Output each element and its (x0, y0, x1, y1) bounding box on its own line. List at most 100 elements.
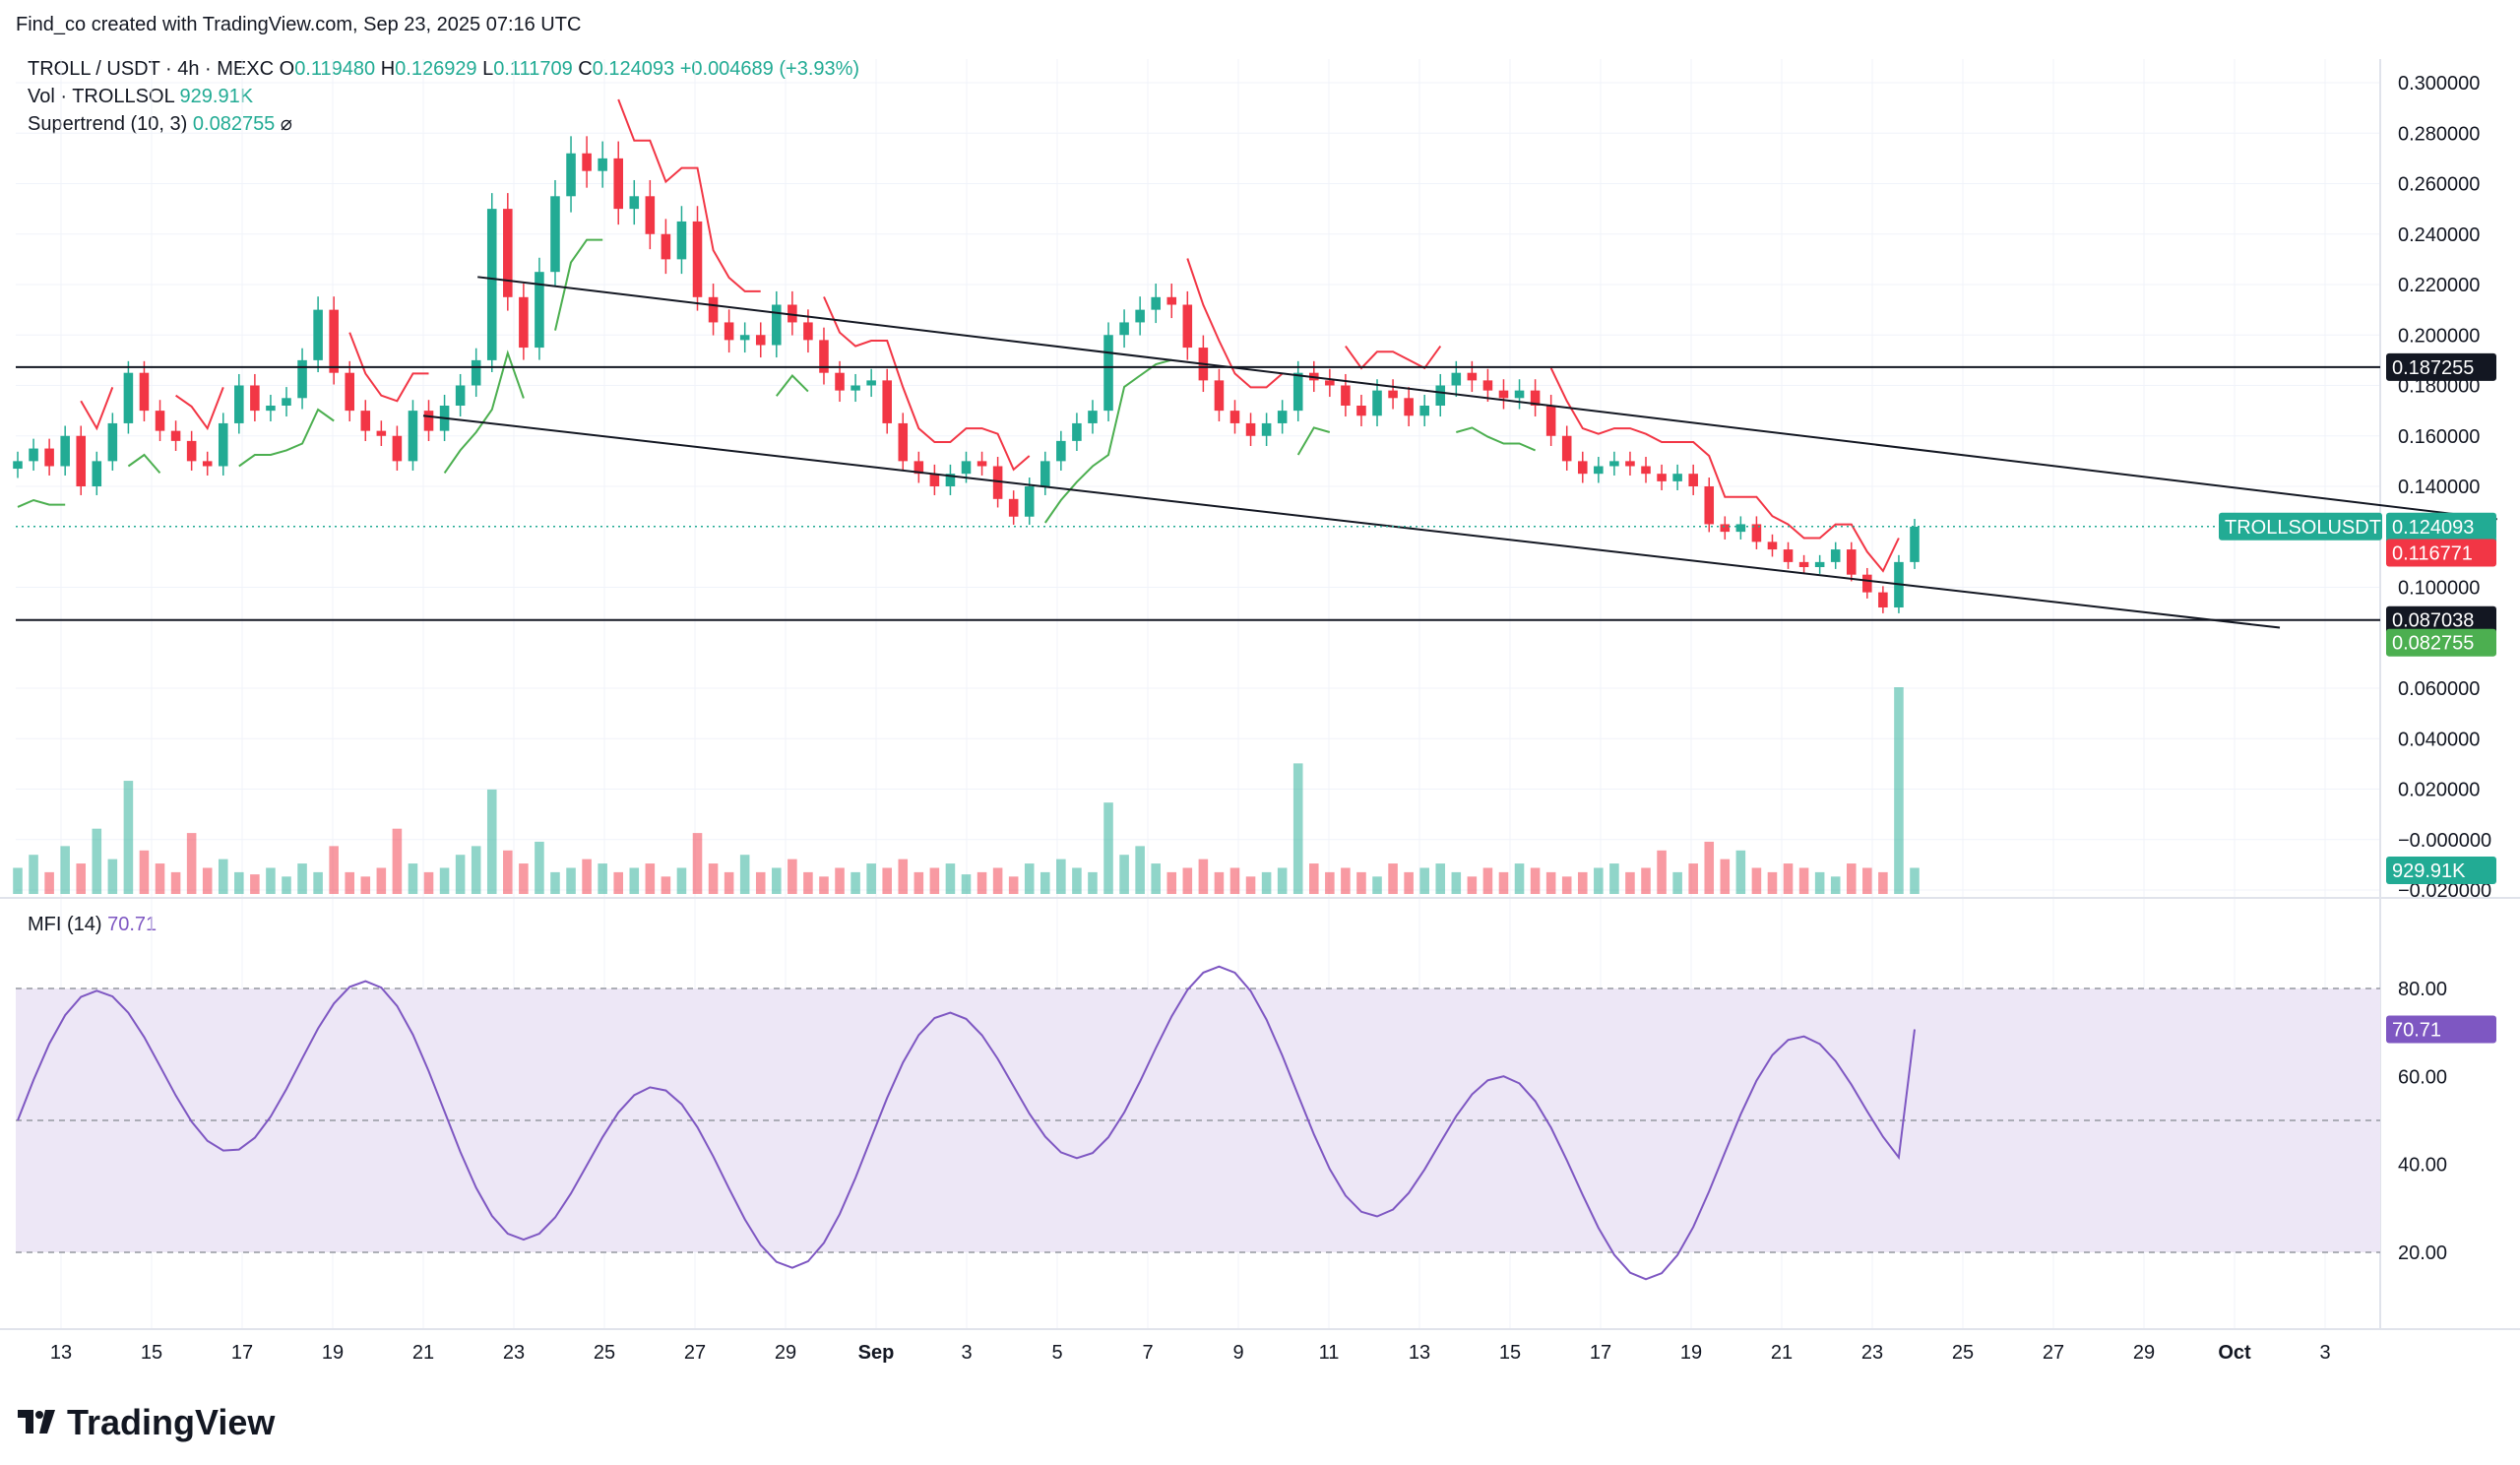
supertrend-label[interactable]: Supertrend (10, 3) (28, 113, 188, 135)
candle-body (1404, 398, 1414, 416)
candle-body (1008, 498, 1019, 517)
volume-bar (1814, 871, 1825, 894)
volume-bar (645, 863, 656, 894)
time-tick-label: 21 (1771, 1342, 1793, 1364)
candle-body (282, 398, 291, 406)
volume-bar (739, 855, 750, 894)
volume-bar (898, 859, 909, 894)
volume-bar (1530, 867, 1541, 894)
candle-body (1388, 390, 1398, 399)
volume-bar (1467, 876, 1478, 894)
candle-body (1341, 385, 1351, 406)
candle-body (945, 474, 956, 486)
tradingview-logo-icon (18, 1410, 55, 1433)
candle-body (107, 422, 118, 462)
candle-body (234, 385, 244, 423)
time-tick-label: 7 (1142, 1342, 1153, 1364)
chart-legend: TROLL / USDT · 4h · MEXC O0.119480 H0.12… (28, 55, 859, 138)
mfi-label[interactable]: MFI (14) (28, 914, 102, 935)
price-tick-label: 0.220000 (2398, 275, 2480, 296)
candle-body (486, 209, 497, 360)
tradingview-brand[interactable]: TradingView (18, 1402, 275, 1443)
channel-lower (422, 414, 2281, 629)
volume-bar (1704, 841, 1715, 894)
volume-bar (1356, 871, 1366, 894)
candle-body (1072, 422, 1082, 441)
volume-bar (345, 871, 355, 894)
time-tick-label: 15 (1499, 1342, 1521, 1364)
volume-bar (976, 871, 987, 894)
candle-body (170, 430, 181, 441)
candle-body (1577, 461, 1588, 475)
candle-body (1498, 390, 1509, 399)
volume-bar (1641, 867, 1651, 894)
mfi-tick-label: 80.00 (2398, 979, 2447, 1000)
candle-body (266, 406, 276, 412)
price-tick-label: 0.140000 (2398, 477, 2480, 498)
hide-indicator-icon[interactable]: ⌀ (280, 113, 292, 135)
volume-bar (423, 871, 434, 894)
time-tick-label: 3 (961, 1342, 972, 1364)
chart-credit: Find_co created with TradingView.com, Se… (16, 14, 582, 35)
candle-body (1798, 561, 1809, 567)
volume-tag: 929.91K (2392, 860, 2466, 882)
candle-body (1657, 474, 1667, 481)
candle-body (1325, 380, 1335, 386)
volume-bar (92, 828, 102, 894)
symbol-tag-bg (2219, 512, 2382, 541)
candle-body (1846, 549, 1857, 575)
open-value: 0.119480 (294, 58, 376, 80)
supertrend-value: 0.082755 (192, 113, 276, 135)
volume-bar (929, 867, 940, 894)
time-tick-label: 25 (1952, 1342, 1974, 1364)
mfi-legend: MFI (14) 70.71 (28, 914, 157, 936)
symbol-label[interactable]: TROLL / USDT · 4h · MEXC (28, 58, 275, 80)
volume-bar (155, 863, 165, 894)
volume-bar (835, 867, 845, 894)
price-axis[interactable]: 0.300000 0.280000 0.260000 0.240000 0.220000… (2398, 73, 2491, 902)
time-axis[interactable]: 13 15 17 19 21 23 25 27 29 Sep 3 5 7 9 11 13 15 17 19 21 23 2… (50, 1342, 2331, 1364)
volume-bar (550, 871, 560, 894)
volume-bar (1767, 871, 1778, 894)
volume-bar (1040, 871, 1050, 894)
volume-bar (1072, 867, 1082, 894)
volume-bar (234, 871, 244, 894)
candle-body (1419, 406, 1429, 416)
volume-bar (1008, 876, 1019, 894)
candle-body (1435, 385, 1446, 406)
volume-bar (1404, 871, 1414, 894)
candle-body (1482, 380, 1493, 391)
candle-body (929, 474, 940, 486)
last-price-tag-bg (2386, 512, 2496, 541)
candle-body (519, 296, 529, 349)
candle-body (835, 372, 845, 391)
volume-bar (282, 876, 291, 894)
price-tick-label: 0.180000 (2398, 376, 2480, 398)
volume-tag-bg (2386, 857, 2496, 884)
price-tick-label: 0.060000 (2398, 678, 2480, 700)
volume-bar (1151, 863, 1161, 894)
candle-body (739, 335, 750, 341)
candle-body (866, 380, 876, 386)
candle-body (313, 309, 323, 360)
candle-body (598, 158, 607, 171)
candle-body (1625, 461, 1635, 467)
candle-body (1672, 474, 1682, 481)
time-tick-label: 3 (2319, 1342, 2330, 1364)
candle-body (1594, 466, 1604, 475)
candle-body (1229, 411, 1240, 423)
volume-bar (598, 863, 607, 894)
mfi-axis[interactable]: 80.00 60.00 40.00 20.00 (2398, 979, 2447, 1264)
candle-body (535, 272, 544, 349)
high-label: H (380, 58, 396, 80)
candle-body (1783, 549, 1794, 562)
candle-body (297, 359, 307, 399)
candle-body (755, 335, 766, 346)
volume-label[interactable]: Vol · TROLLSOL (28, 86, 174, 107)
channel-upper (477, 276, 2497, 521)
change-value: +0.004689 (+3.93%) (679, 58, 860, 80)
supertrend-indicator (18, 98, 1915, 591)
candle-body (661, 233, 671, 260)
time-tick-label: 13 (1409, 1342, 1430, 1364)
